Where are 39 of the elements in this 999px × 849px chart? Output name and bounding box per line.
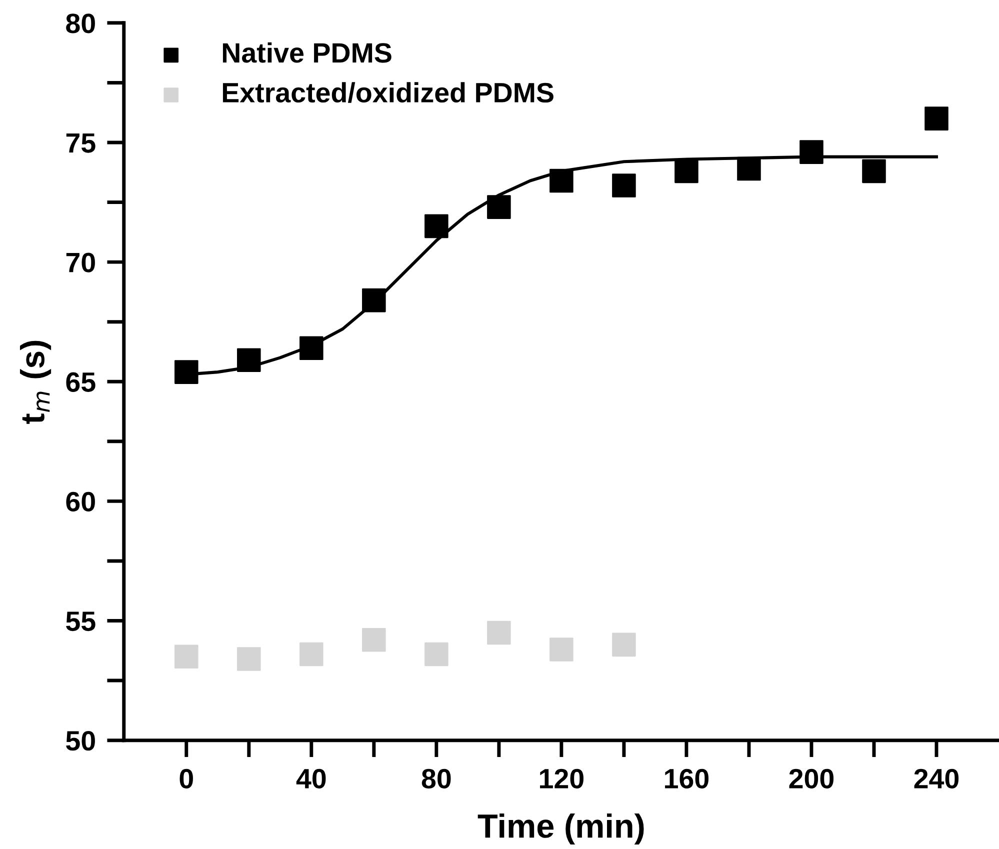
point bbox=[737, 156, 761, 181]
point bbox=[550, 168, 574, 193]
y-tick-label: 80 bbox=[66, 14, 95, 34]
point bbox=[424, 214, 448, 238]
point bbox=[612, 632, 636, 657]
legend-label: Native PDMS bbox=[222, 42, 392, 63]
y-tick-label: 70 bbox=[66, 252, 95, 272]
point bbox=[424, 642, 448, 666]
legend-label: Extracted/oxidized PDMS bbox=[222, 82, 554, 103]
point bbox=[174, 360, 198, 384]
x-tick-label: 80 bbox=[422, 768, 451, 789]
y-axis-title: t$_{m}$ (s) bbox=[20, 340, 52, 424]
y-tick-label: 55 bbox=[66, 612, 96, 632]
y-tick-label: 50 bbox=[66, 730, 95, 751]
point bbox=[487, 195, 511, 219]
point bbox=[674, 159, 698, 184]
x-tick-label: 160 bbox=[665, 768, 708, 789]
point bbox=[300, 336, 324, 360]
point bbox=[487, 620, 511, 645]
point bbox=[800, 140, 824, 164]
x-tick-label: 40 bbox=[296, 768, 326, 789]
y-tick-label: 75 bbox=[66, 133, 96, 153]
x-tick-label: 0 bbox=[180, 768, 193, 789]
point bbox=[362, 628, 386, 652]
y-tick-label: 60 bbox=[66, 492, 95, 512]
x-axis-title: Time (min) bbox=[478, 813, 644, 845]
x-tick-label: 120 bbox=[540, 768, 584, 789]
point bbox=[612, 174, 636, 198]
point bbox=[362, 288, 386, 312]
point bbox=[237, 647, 261, 671]
point bbox=[550, 638, 574, 662]
x-tick-label: 240 bbox=[914, 768, 959, 789]
point bbox=[300, 642, 324, 666]
y-tick-label: 65 bbox=[66, 372, 96, 392]
point bbox=[237, 348, 261, 372]
point bbox=[862, 159, 886, 184]
point bbox=[174, 644, 198, 669]
x-tick-label: 200 bbox=[789, 768, 834, 789]
point bbox=[924, 106, 948, 130]
